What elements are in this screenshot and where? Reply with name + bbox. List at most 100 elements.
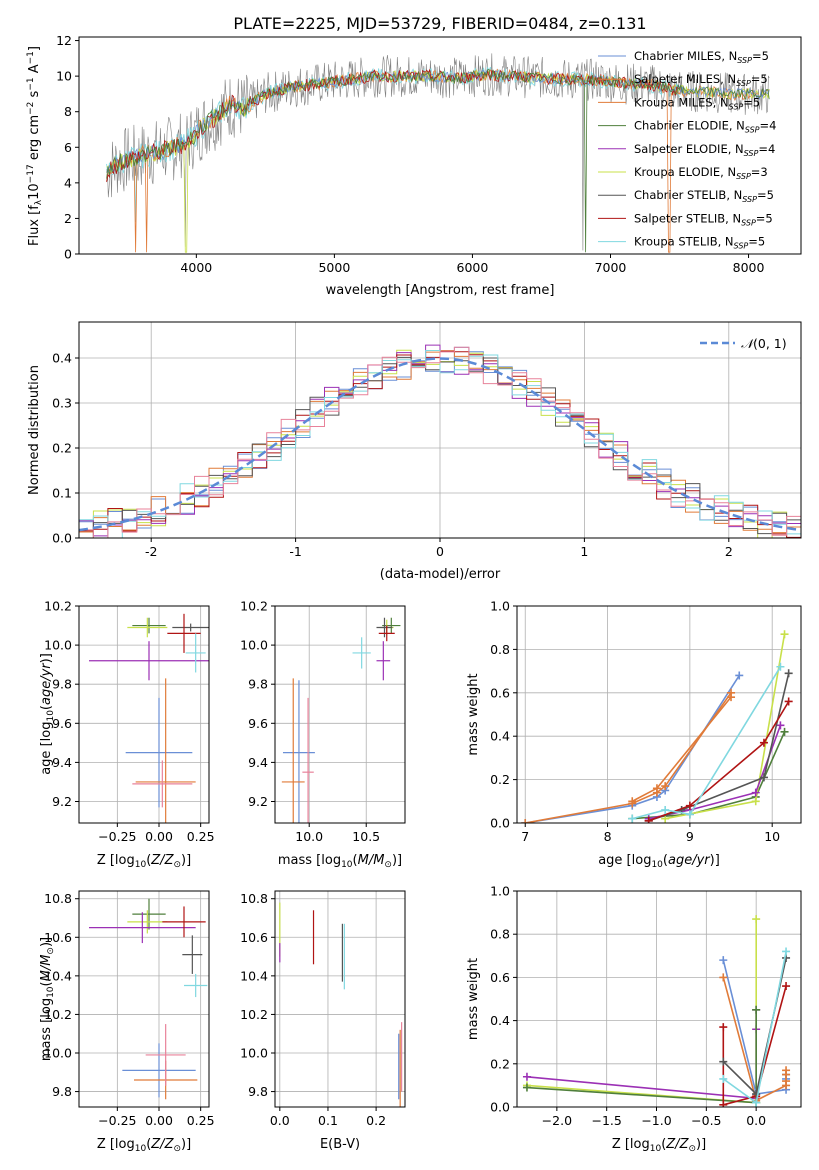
error-bar-point [122,1043,196,1098]
x-axis-label: Z [log10(Z/Z⊙)] [97,1137,191,1154]
legend-entry: Salpeter MILES, NSSP=5 [634,72,768,88]
weight-point-marker [751,797,760,806]
weight-point-marker [780,727,789,736]
x-tick-label: −1.5 [592,1113,622,1128]
weight-series [719,947,791,1107]
spectrum-legend: Chabrier MILES, NSSP=5 Salpeter MILES, NS… [598,49,776,251]
plot-area [521,630,793,823]
weight-series-line [665,634,786,820]
y-tick-label: 10.4 [240,968,268,983]
weight-series [719,953,791,1099]
axes-frame [78,605,210,824]
weight-series-line [526,919,758,1104]
error-bar-point [89,912,196,944]
x-tick-label: −0.25 [98,1113,136,1128]
y-tick-label: 10.8 [44,891,72,906]
weight-point-marker [644,816,653,823]
legend-entry: 𝒩(0, 1) [741,336,787,351]
y-axis-label: mass weight [466,958,481,1040]
age-vs-metallicity-panel: −0.25 0.00 0.25 9.2 9.4 9.6 9.8 10.0 10.2 Z [log1… [39,599,215,871]
plot-area [89,898,208,1100]
model-spectrum-line [106,66,680,223]
y-tick-label: 6 [64,140,72,155]
y-tick-label: 10.0 [44,638,72,653]
y-tick-label: 9.2 [52,794,72,809]
y-axis-label: mass [log10(M/M⊙)] [39,937,56,1061]
y-tick-label: 1.0 [490,599,510,614]
weight-series-line [648,701,790,822]
x-tick-label: 5000 [318,260,350,275]
error-bar-point [125,697,193,808]
weight-point-marker [719,1074,728,1083]
y-tick-label: 9.2 [248,794,268,809]
weight-point-marker [719,973,728,982]
y-tick-label: 10 [56,69,72,84]
weight-series [522,915,761,1107]
x-tick-label: 0.0 [746,1113,766,1128]
y-tick-label: 0.2 [52,441,72,456]
error-bar-point [185,633,206,673]
spectrum-panel: 4000 5000 6000 7000 8000 0 2 4 6 8 10 12 wavelength … [26,33,802,298]
x-tick-label: −1.0 [641,1113,671,1128]
weight-point-marker [780,630,789,639]
y-tick-label: 2 [64,211,72,226]
x-tick-label: −2.0 [542,1113,572,1128]
y-tick-label: 0.8 [490,642,510,657]
x-tick-label: −0.25 [98,829,136,844]
legend-entry: Chabrier STELIB, NSSP=5 [634,188,774,204]
y-tick-label: 0.0 [52,531,72,546]
y-tick-label: 0.1 [52,486,72,501]
weight-point-marker [752,1005,761,1014]
y-tick-label: 10.0 [240,638,268,653]
x-tick-label: 7000 [595,260,627,275]
x-tick-label: −0.5 [691,1113,721,1128]
x-tick-label: 7 [521,829,529,844]
error-bar-point [127,617,168,638]
weight-point-marker [719,1023,728,1032]
weight-point-marker [782,982,791,991]
error-bar-point [182,935,203,974]
x-tick-label: 10 [764,829,780,844]
x-axis-label: Z [log10(Z/Z⊙)] [612,1137,706,1154]
y-axis-label: Normed distribution [27,365,42,495]
mass-weight-vs-metallicity-panel: −2.0 −1.5 −1.0 −0.5 0.0 0.0 0.2 0.4 0.6 0.8 1.0 Z [… [466,884,802,1154]
y-tick-label: 0.6 [490,970,510,985]
weight-series [661,630,789,823]
weight-point-marker [685,810,694,819]
x-tick-label: 0.2 [366,1113,386,1128]
y-tick-label: 10.2 [240,1007,268,1022]
y-tick-label: 0.4 [490,729,510,744]
legend-entry: Salpeter ELODIE, NSSP=4 [634,142,775,158]
error-bar-point [376,617,393,638]
residual-histogram-panel: -2 -1 0 1 2 0.0 0.1 0.2 0.3 0.4 (data-model)/error… [27,321,802,582]
y-tick-label: 10.2 [44,1007,72,1022]
y-tick-label: 9.8 [52,1084,72,1099]
weight-point-marker [628,814,637,823]
y-tick-label: 0.8 [490,927,510,942]
legend-entry: Salpeter STELIB, NSSP=5 [634,211,773,227]
error-bar-point [132,617,166,634]
y-tick-label: 9.8 [52,677,72,692]
weight-point-marker [752,1098,761,1107]
plot-area [522,915,791,1107]
weight-point-marker [759,738,768,747]
legend-entry: Kroupa ELODIE, NSSP=3 [634,165,768,181]
x-tick-label: -1 [289,544,301,559]
weight-point-marker [719,1057,728,1066]
weight-point-marker [751,788,760,797]
y-tick-label: 1.0 [490,884,510,899]
y-tick-label: 9.4 [248,755,268,770]
weight-point-marker [784,697,793,706]
histogram-step-line [79,344,801,537]
weight-point-marker [752,1090,761,1099]
x-tick-label: 0.00 [145,829,173,844]
error-bar-point [378,625,395,642]
y-tick-label: 10.4 [44,968,72,983]
y-tick-label: 10.2 [44,599,72,614]
weight-point-marker [782,1066,791,1075]
y-tick-label: 0.2 [490,772,510,787]
y-tick-label: 10.0 [44,1046,72,1061]
error-bar-point [282,680,315,823]
weight-series-line [722,985,787,1106]
x-tick-label: 6000 [457,260,489,275]
